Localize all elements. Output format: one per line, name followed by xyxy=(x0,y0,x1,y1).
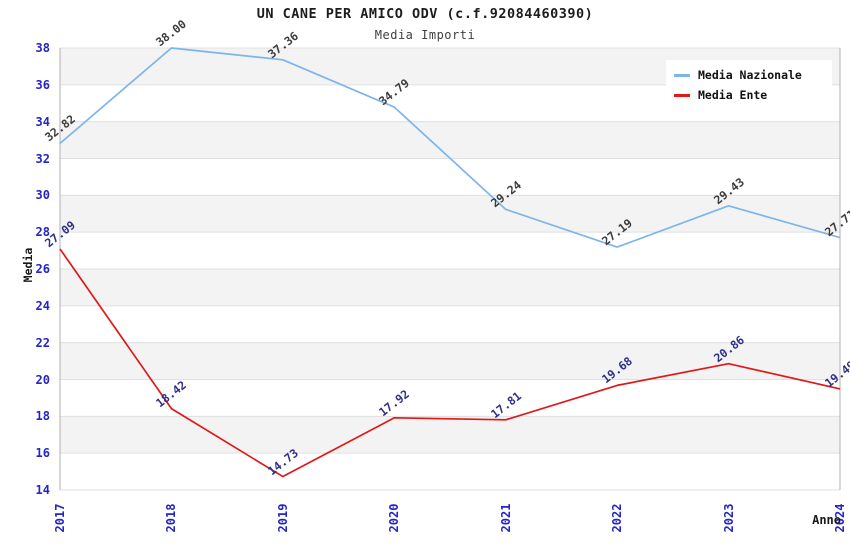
y-tick-label: 22 xyxy=(35,335,50,350)
legend-item-media-nazionale: Media Nazionale xyxy=(674,65,824,85)
x-tick-label: 2020 xyxy=(387,503,402,533)
y-axis-title: Media xyxy=(21,247,35,283)
legend-swatch-red-line-icon xyxy=(674,93,690,97)
legend-label-media-ente: Media Ente xyxy=(698,88,768,102)
grid-band xyxy=(60,416,840,454)
y-tick-label: 20 xyxy=(35,372,50,387)
y-tick-label: 32 xyxy=(35,151,50,166)
series-line-media-nazionale xyxy=(59,47,841,248)
x-tick-label: 2021 xyxy=(498,503,513,533)
legend: Media Nazionale Media Ente xyxy=(666,60,832,110)
x-tick-label: 2022 xyxy=(610,503,625,533)
y-tick-label: 30 xyxy=(35,188,50,203)
y-tick-label: 34 xyxy=(35,114,50,129)
y-tick-label: 26 xyxy=(35,262,50,276)
y-tick-label: 16 xyxy=(35,446,50,461)
legend-label-media-nazionale: Media Nazionale xyxy=(698,68,802,82)
y-tick-label: 18 xyxy=(35,409,50,424)
legend-item-media-ente: Media Ente xyxy=(674,85,824,105)
y-tick-label: 28 xyxy=(35,225,50,240)
grid-band xyxy=(60,121,840,159)
chart-subtitle: Media Importi xyxy=(374,28,476,42)
x-tick-label: 2018 xyxy=(164,503,179,533)
y-tick-label: 24 xyxy=(35,298,50,313)
y-tick-label: 36 xyxy=(35,77,50,92)
x-tick-label: 2023 xyxy=(721,503,736,533)
x-tick-label: 2019 xyxy=(275,503,290,533)
grid-band xyxy=(60,195,840,233)
y-tick-label: 14 xyxy=(35,483,50,497)
x-axis-title: Anno xyxy=(812,513,841,527)
series-line-media-ente xyxy=(59,248,841,478)
legend-swatch-blue-line-icon xyxy=(674,73,690,77)
chart-title: UN CANE PER AMICO ODV (c.f.92084460390) xyxy=(256,6,594,22)
x-tick-label: 2017 xyxy=(53,503,67,533)
grid-band xyxy=(60,342,840,380)
grid-band xyxy=(60,269,840,306)
y-tick-label: 38 xyxy=(35,41,50,55)
